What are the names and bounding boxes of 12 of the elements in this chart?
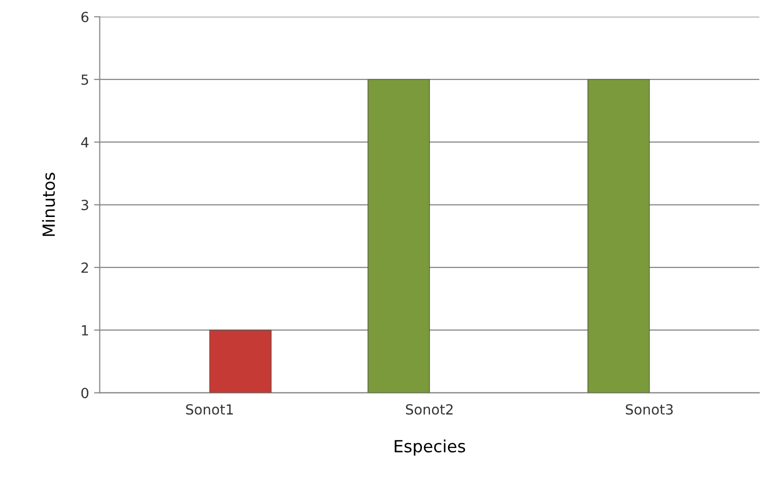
y-axis-title: Minutos <box>42 172 56 236</box>
x-tick-label: Sonot2 <box>406 404 453 415</box>
x-axis-title: Especies <box>394 440 466 456</box>
y-tick-label: 3 <box>82 200 88 210</box>
y-tick-label: 5 <box>82 74 88 85</box>
y-tick-label: 6 <box>81 12 88 22</box>
x-tick-label: Sonot1 <box>186 404 233 415</box>
y-tick-label: 2 <box>81 262 88 273</box>
y-tick-label: 0 <box>81 388 88 398</box>
y-tick-label: 1 <box>82 325 88 336</box>
y-tick-label: 4 <box>81 137 89 148</box>
x-tick-label: Sonot3 <box>626 404 673 415</box>
